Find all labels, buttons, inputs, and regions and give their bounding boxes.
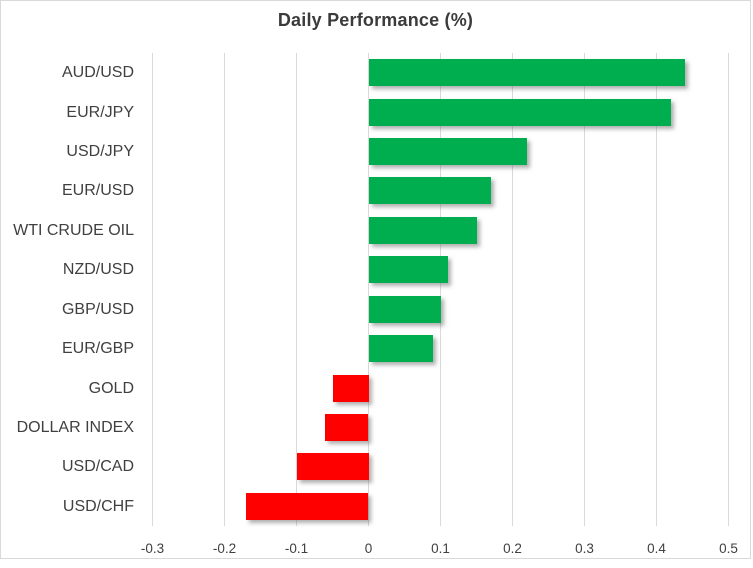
x-tick-label: 0 — [364, 541, 373, 556]
x-tick-label: -0.3 — [140, 541, 165, 556]
x-tick-label: 0.5 — [719, 541, 738, 556]
bar-dollar-index — [325, 413, 369, 441]
bar-nzd-usd — [368, 256, 448, 284]
x-tick-label: 0.3 — [575, 541, 594, 556]
bar-usd-cad — [296, 453, 369, 481]
gridline — [152, 53, 153, 526]
x-tick-label: 0.1 — [431, 541, 450, 556]
gridline — [440, 53, 441, 526]
gridline — [296, 53, 297, 526]
bar-eur-gbp — [368, 335, 434, 363]
x-tick-label: -0.1 — [284, 541, 309, 556]
category-label-gold: GOLD — [88, 379, 134, 397]
bar-aud-usd — [368, 59, 686, 87]
chart-title: Daily Performance (%) — [277, 10, 474, 30]
category-label-nzd-usd: NZD/USD — [62, 261, 134, 279]
category-label-usd-jpy: USD/JPY — [66, 143, 134, 161]
bar-eur-usd — [368, 177, 491, 205]
gridline — [512, 53, 513, 526]
gridline — [224, 53, 225, 526]
bar-usd-jpy — [368, 138, 527, 166]
bar-usd-chf — [246, 492, 369, 520]
category-label-eur-jpy: EUR/JPY — [66, 103, 134, 121]
x-tick-label: 0.2 — [503, 541, 522, 556]
category-label-usd-chf: USD/CHF — [62, 497, 134, 515]
gridline — [368, 53, 369, 526]
category-label-wti-crude-oil: WTI CRUDE OIL — [13, 221, 134, 239]
category-label-eur-gbp: EUR/GBP — [61, 340, 134, 358]
x-tick-label: 0.4 — [647, 541, 666, 556]
gridline — [728, 53, 729, 526]
gridline — [584, 53, 585, 526]
bar-wti-crude-oil — [368, 216, 477, 244]
bar-gbp-usd — [368, 295, 441, 323]
category-label-gbp-usd: GBP/USD — [61, 300, 134, 318]
x-tick-label: -0.2 — [212, 541, 237, 556]
category-label-aud-usd: AUD/USD — [61, 64, 134, 82]
category-label-usd-cad: USD/CAD — [61, 458, 134, 476]
gridline — [656, 53, 657, 526]
category-label-eur-usd: EUR/USD — [61, 182, 134, 200]
bar-eur-jpy — [368, 98, 671, 126]
bar-gold — [332, 374, 369, 402]
category-label-dollar-index: DOLLAR INDEX — [16, 418, 134, 436]
